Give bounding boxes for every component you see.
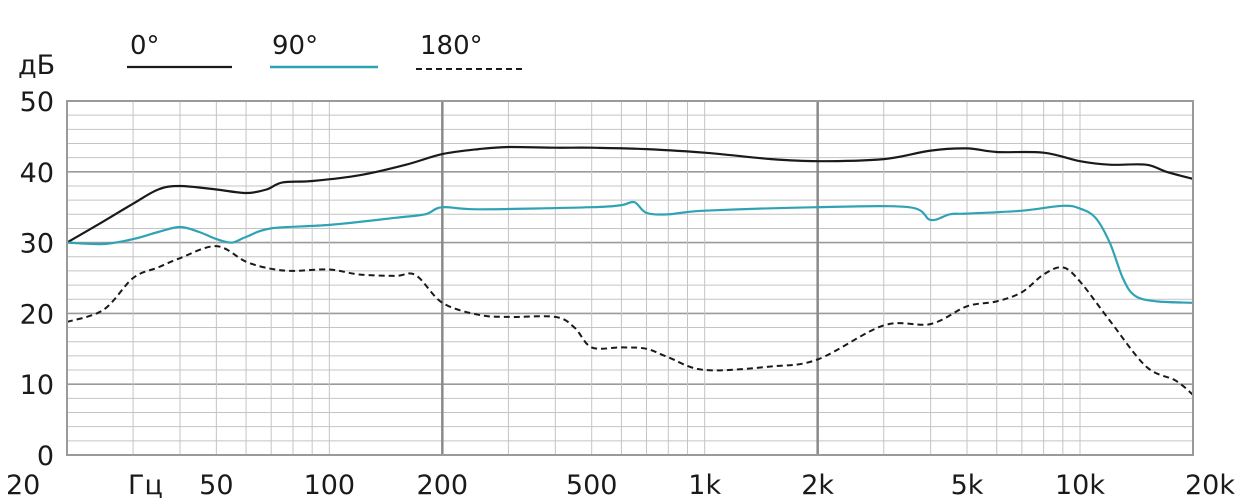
y-tick-label: 20 xyxy=(20,299,54,330)
x-tick-label: 100 xyxy=(304,470,356,498)
x-tick-labels: 20 50 100 200 500 1k 2k 5k 10k 20k xyxy=(6,470,1235,498)
x-tick-label: 10k xyxy=(1055,470,1105,498)
legend-item-0: 0° xyxy=(127,31,232,69)
x-tick-label: 1k xyxy=(688,470,721,498)
y-tick-label: 10 xyxy=(20,370,54,401)
series-line-2 xyxy=(66,245,1194,396)
x-tick-label: 500 xyxy=(566,470,618,498)
series-line-1 xyxy=(66,200,1194,304)
legend-label-1: 90° xyxy=(272,31,318,61)
x-tick-label: 20k xyxy=(1185,470,1235,498)
y-tick-label: 50 xyxy=(20,87,54,118)
y-axis-label: дБ xyxy=(18,50,55,81)
y-tick-label: 40 xyxy=(20,158,54,189)
series-lines xyxy=(66,145,1194,396)
legend-label-2: 180° xyxy=(420,31,483,61)
x-tick-label: 200 xyxy=(417,470,469,498)
legend: 0° 90° 180° xyxy=(127,31,522,70)
series-line-0 xyxy=(66,145,1194,244)
x-tick-label: 20 xyxy=(6,470,40,498)
x-tick-label: 2k xyxy=(801,470,834,498)
plot-frame xyxy=(66,100,1194,456)
y-tick-labels: 0 10 20 30 40 50 xyxy=(20,87,54,472)
x-tick-label: 5k xyxy=(951,470,984,498)
legend-label-0: 0° xyxy=(130,31,160,61)
x-axis-unit-label: Гц xyxy=(128,470,163,498)
y-tick-label: 0 xyxy=(37,441,54,472)
y-tick-label: 30 xyxy=(20,229,54,260)
x-tick-label: 50 xyxy=(199,470,233,498)
legend-item-2: 180° xyxy=(416,31,522,70)
legend-item-1: 90° xyxy=(270,31,378,69)
grid xyxy=(66,100,1194,456)
